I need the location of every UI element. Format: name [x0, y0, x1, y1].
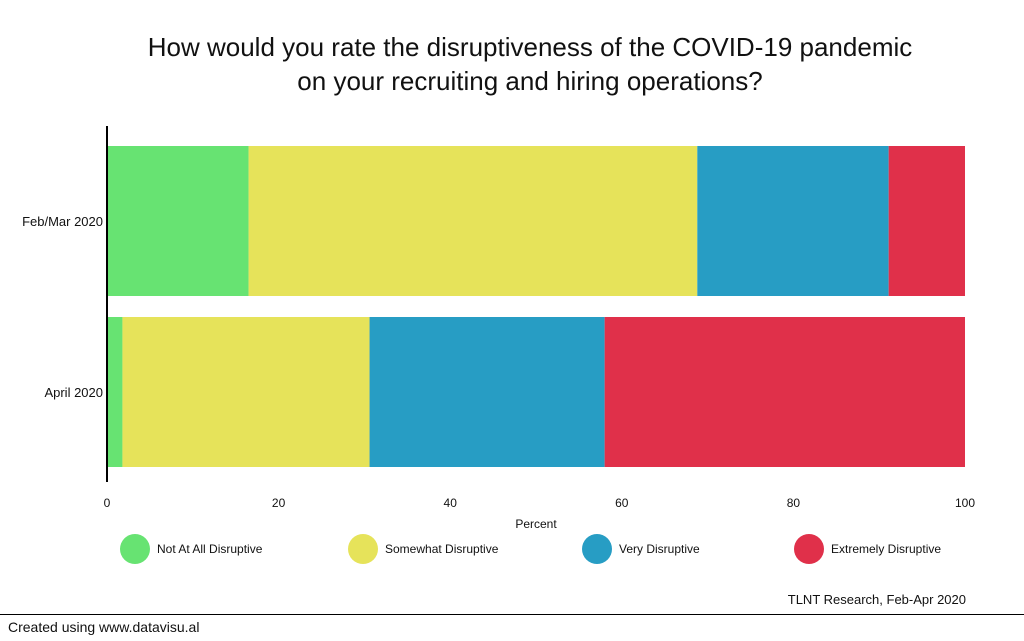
legend-label-2: Very Disruptive [619, 542, 700, 556]
x-tick-label-5: 100 [955, 496, 975, 510]
bars-group [107, 146, 965, 467]
x-tick-label-0: 0 [104, 496, 111, 510]
bar-segment-0-1 [248, 146, 698, 296]
x-axis-ticks: 0 20 40 60 80 100 [104, 496, 976, 510]
legend: Not At All Disruptive Somewhat Disruptive… [120, 534, 941, 564]
x-axis-title: Percent [515, 517, 557, 531]
bar-segment-0-0 [107, 146, 249, 296]
bar-segment-0-2 [697, 146, 889, 296]
bar-segment-1-3 [604, 317, 965, 467]
source-note: TLNT Research, Feb-Apr 2020 [788, 592, 966, 607]
legend-swatch-2 [582, 534, 612, 564]
bar-segment-1-1 [122, 317, 370, 467]
footer-divider [0, 614, 1024, 615]
legend-swatch-3 [794, 534, 824, 564]
x-tick-label-4: 80 [787, 496, 801, 510]
chart-title-line-1: How would you rate the disruptiveness of… [148, 32, 913, 62]
x-tick-label-1: 20 [272, 496, 286, 510]
legend-swatch-1 [348, 534, 378, 564]
category-label-1: April 2020 [44, 385, 103, 400]
bar-segment-1-0 [107, 317, 123, 467]
legend-label-1: Somewhat Disruptive [385, 542, 499, 556]
x-tick-label-3: 60 [615, 496, 629, 510]
category-label-0: Feb/Mar 2020 [22, 214, 103, 229]
bar-segment-1-2 [369, 317, 605, 467]
bar-segment-0-3 [888, 146, 965, 296]
x-tick-label-2: 40 [444, 496, 458, 510]
legend-swatch-0 [120, 534, 150, 564]
chart-title-line-2: on your recruiting and hiring operations… [297, 66, 762, 96]
legend-label-0: Not At All Disruptive [157, 542, 263, 556]
footer-credit: Created using www.datavisu.al [8, 619, 200, 635]
legend-label-3: Extremely Disruptive [831, 542, 941, 556]
category-labels: Feb/Mar 2020 April 2020 [22, 214, 103, 400]
